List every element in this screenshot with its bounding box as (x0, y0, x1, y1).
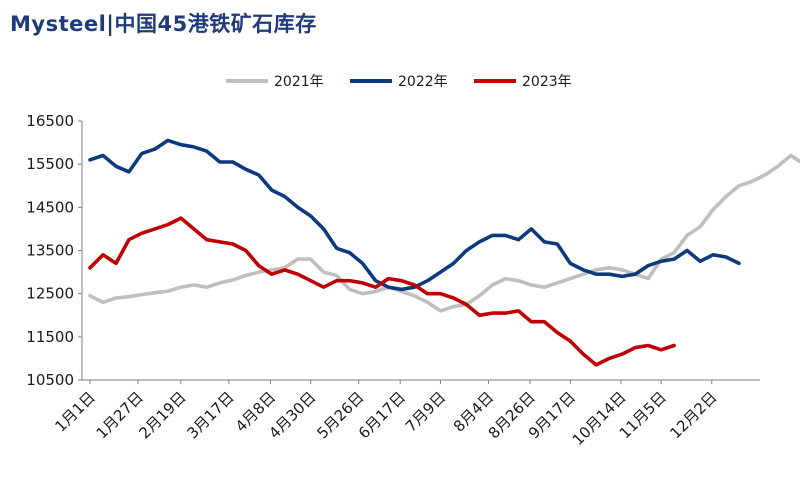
legend: 2021年 2022年 2023年 (226, 74, 572, 90)
x-tick-label: 1月1日 (51, 388, 98, 435)
y-tick-label: 12500 (26, 285, 74, 303)
y-tick-label: 15500 (26, 155, 74, 173)
y-tick-label: 14500 (26, 198, 74, 216)
y-tick-label: 16500 (26, 112, 74, 130)
y-tick-label: 10500 (26, 371, 74, 389)
chart-title: Mysteel|中国45港铁矿石库存 (10, 12, 317, 36)
y-tick-label: 13500 (26, 242, 74, 260)
legend-label-0: 2021年 (274, 74, 324, 90)
x-tick-label: 2月19日 (135, 388, 189, 442)
series-line-1 (88, 138, 741, 292)
legend-label-1: 2022年 (398, 74, 448, 90)
x-tick-label: 10月14日 (569, 388, 630, 449)
series-line-2 (88, 216, 676, 367)
x-tick-label: 6月17日 (355, 388, 409, 442)
x-tick-label: 7月9日 (402, 388, 449, 435)
series-line-0 (88, 153, 800, 313)
legend-label-2: 2023年 (522, 74, 572, 90)
y-axis-ticks: 10500 11500 12500 13500 14500 15500 16500 (26, 112, 82, 389)
series-layer (88, 138, 800, 367)
x-tick-label: 3月17日 (184, 388, 238, 442)
y-tick-label: 11500 (26, 328, 74, 346)
x-tick-label: 12月2日 (666, 388, 720, 442)
axes (81, 121, 760, 381)
x-axis-ticks: 1月1日1月27日2月19日3月17日4月8日4月30日5月26日6月17日7月… (51, 380, 721, 449)
